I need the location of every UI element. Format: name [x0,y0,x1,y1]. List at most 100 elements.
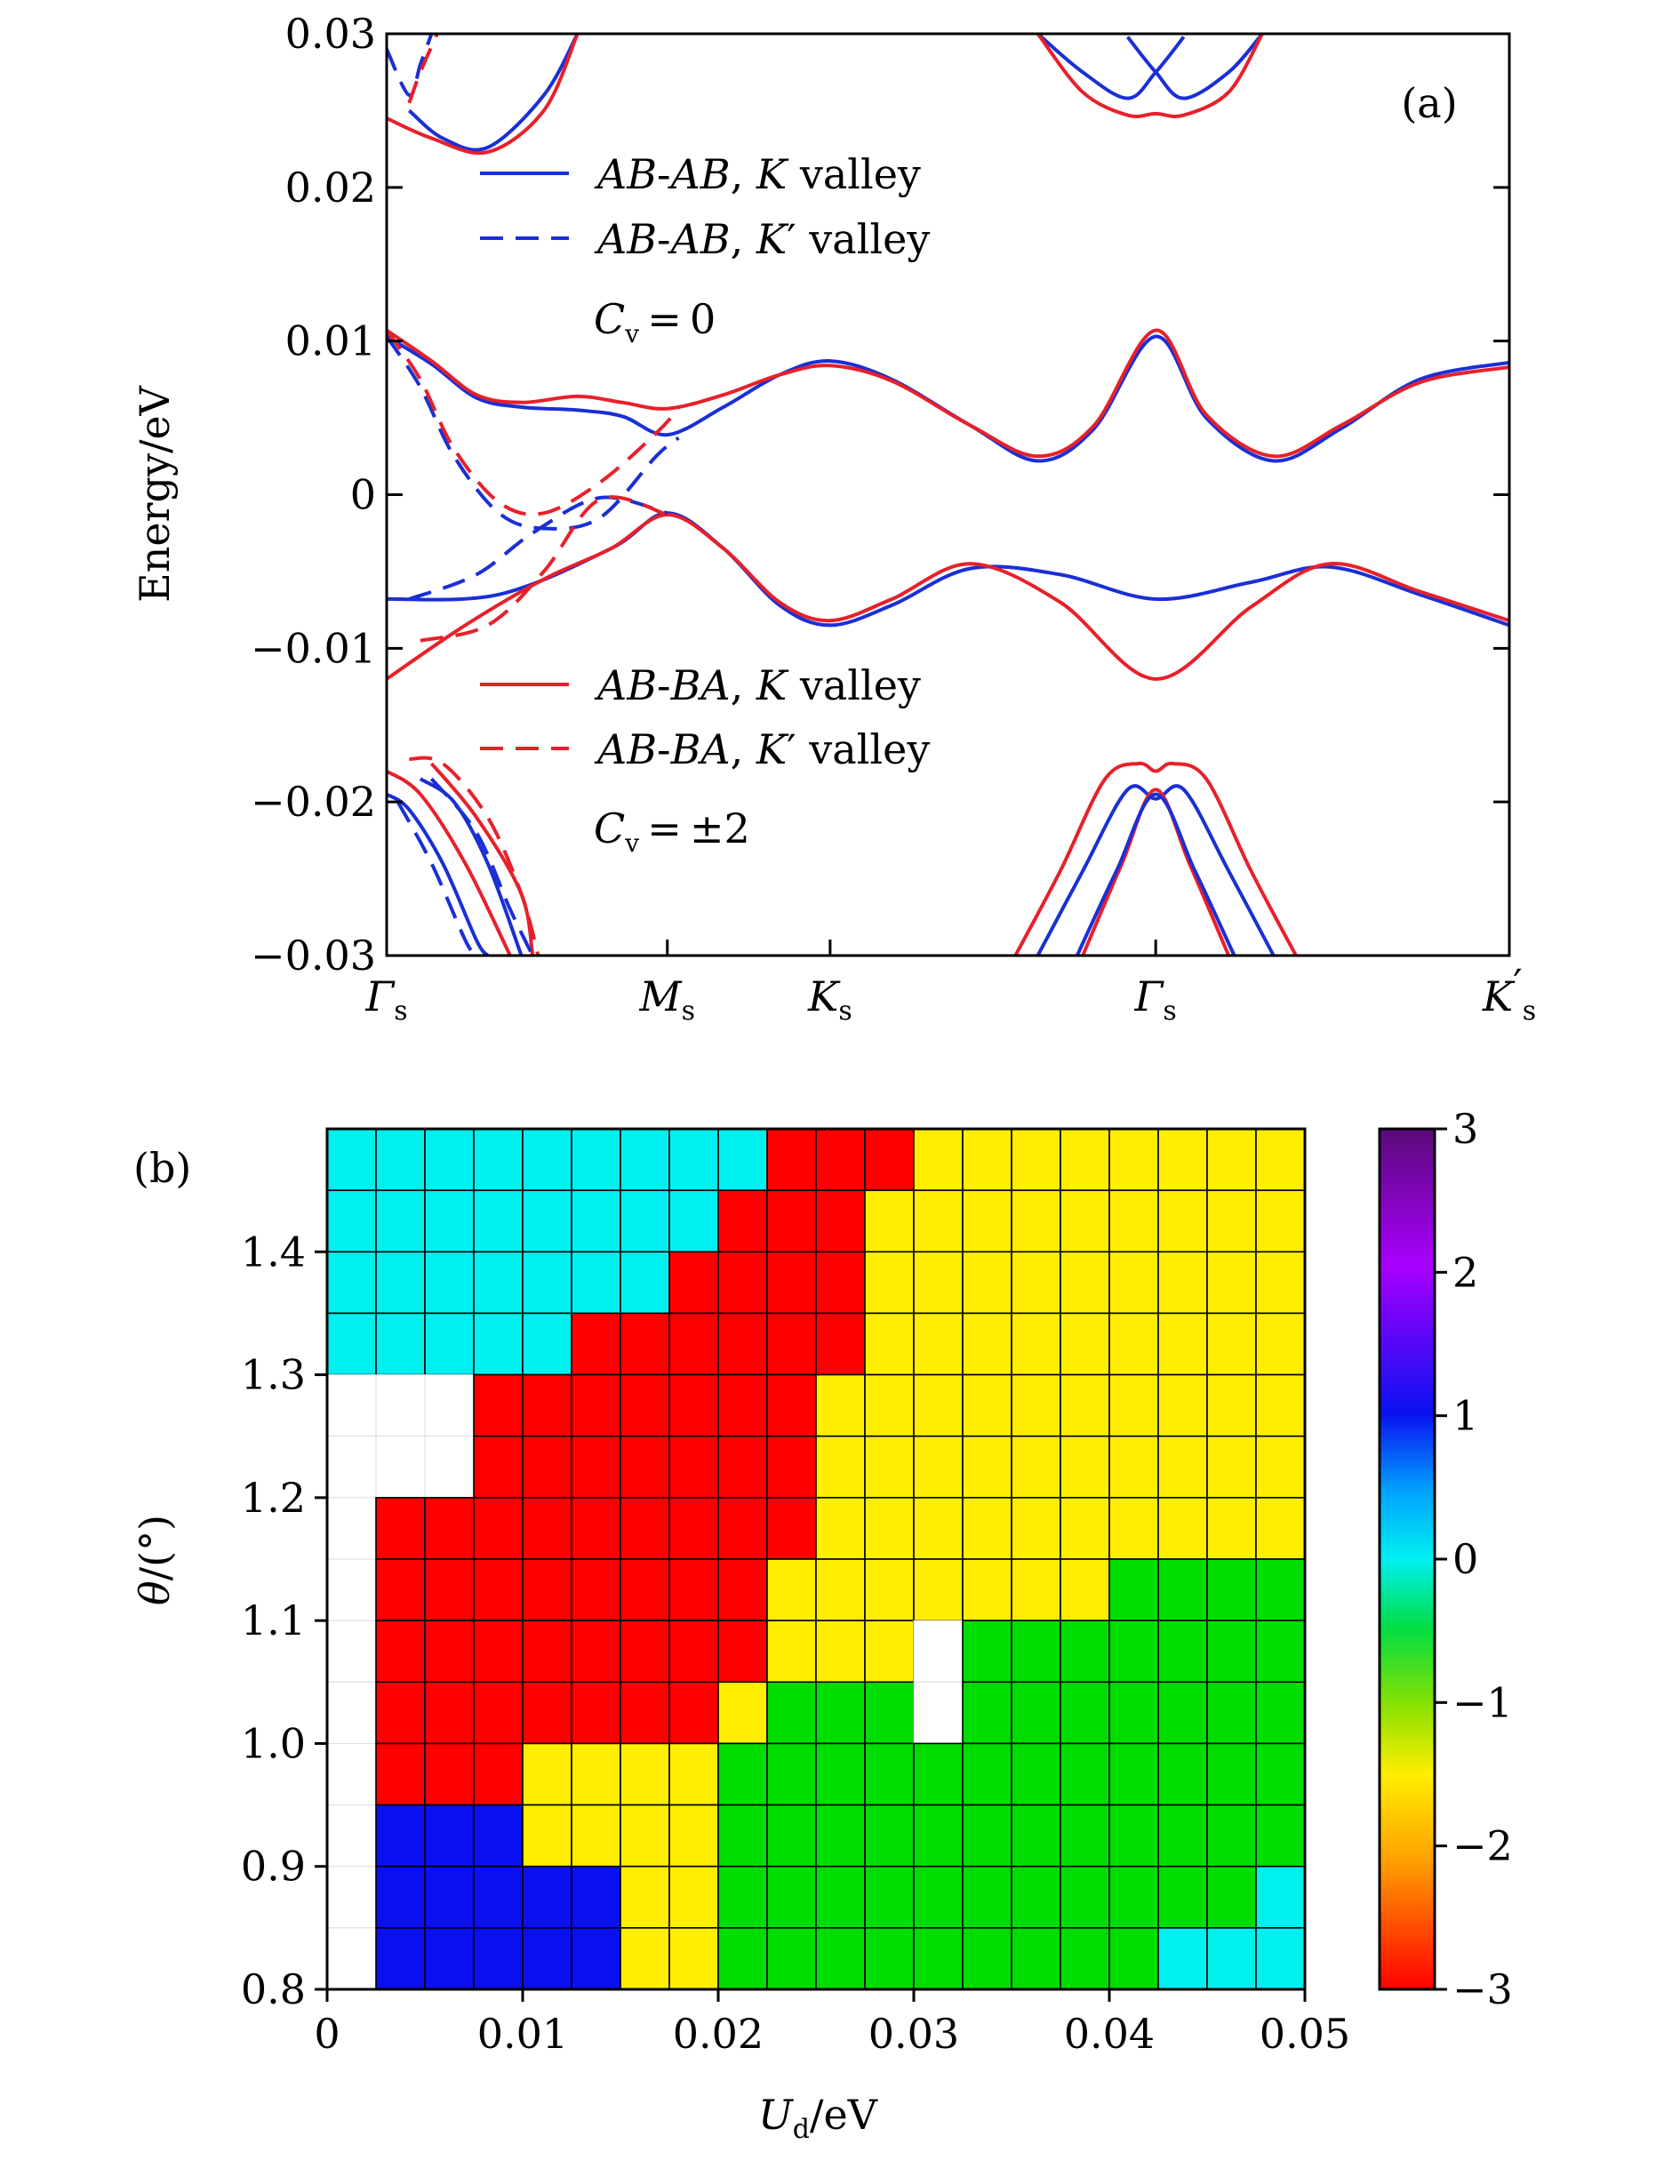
heatmap-cell [1157,1497,1208,1560]
heatmap-cell [326,1374,377,1437]
heatmap-cell [326,1436,377,1499]
heatmap-cell [1011,1927,1061,1990]
y-axis-title-b: θ/(°) [131,1515,179,1605]
band-line-11 [407,34,439,104]
band-line-4 [387,335,680,531]
heatmap-cell [1157,1927,1208,1990]
heatmap-cell [424,1742,475,1806]
heatmap-cell [766,1189,817,1253]
band-line-6 [408,495,668,601]
legend-label-abba-kprime: AB-BA, K′ valley [594,725,930,773]
heatmap-cell [1255,1435,1306,1499]
heatmap-cell [1255,1558,1306,1621]
heatmap-cell [717,1620,768,1684]
heatmap-cell [522,1312,572,1376]
heatmap-cell [864,1373,915,1437]
heatmap-cell [522,1804,572,1868]
heatmap-cell [375,1681,426,1745]
heatmap-cell [1060,1189,1110,1253]
heatmap-cell [522,1189,572,1253]
heatmap-cell [962,1865,1012,1929]
heatmap-cell [1206,1189,1257,1253]
heatmap-cell [1011,1558,1061,1621]
y-tick-label-a: −0.03 [251,932,376,980]
heatmap-cell [424,1865,475,1929]
y-tick-label-b: 1.2 [241,1474,306,1522]
heatmap-cell [473,1373,524,1437]
heatmap-cell [864,1251,915,1315]
x-tick-label-b: 0.04 [1064,2010,1155,2058]
heatmap-cell [766,1558,817,1621]
heatmap-cell [815,1189,866,1253]
heatmap-cell [815,1373,866,1437]
heatmap-cell [1060,1865,1110,1929]
heatmap-cell [1060,1373,1110,1437]
heatmap-cell [473,1251,524,1315]
heatmap-cell [375,1804,426,1868]
heatmap-cell [766,1804,817,1868]
legend-top: AB-AB, K valley AB-AB, K′ valley Cv = 0 [480,150,930,348]
heatmap-cell [717,1804,768,1868]
heatmap-cell [913,1927,964,1990]
heatmap-cell [1011,1373,1061,1437]
heatmap-cell [424,1189,475,1253]
chern-annotation-bottom: Cv = ±2 [594,804,750,858]
heatmap-cell [375,1620,426,1684]
heatmap-cell [326,1681,377,1744]
heatmap-cell [668,1312,719,1376]
heatmap-cell [766,1681,817,1745]
heatmap-cell [815,1681,866,1745]
heatmap-cell [522,1497,572,1560]
heatmap-cell [1206,1681,1257,1745]
heatmap-cell [424,1374,475,1437]
heatmap-cell [424,1251,475,1315]
heatmap-cell [766,1128,817,1191]
heatmap-cell [571,1927,621,1990]
band-line-7 [420,495,668,643]
heatmap-cell [424,1128,475,1191]
heatmap-cell [1206,1435,1257,1499]
y-tick-label-a: 0.01 [285,317,376,365]
heatmap-cell [1060,1804,1110,1868]
heatmap-cell [1011,1497,1061,1560]
heatmap-cell [1108,1620,1159,1684]
heatmap-cell [766,1373,817,1437]
heatmap-cell [375,1128,426,1191]
heatmap-cell [620,1312,670,1376]
heatmap-cell [522,1681,572,1745]
heatmap-cell [1255,1742,1306,1806]
heatmap-cell [620,1927,670,1990]
heatmap-cell [1108,1373,1159,1437]
heatmap-cell [913,1189,964,1253]
heatmap-cell [962,1681,1012,1745]
heatmap-cell [1011,1312,1061,1376]
heatmap-cell [1206,1251,1257,1315]
heatmap-cell [766,1497,817,1560]
heatmap-cell [522,1558,572,1621]
heatmap-cell [571,1189,621,1253]
heatmap-cell [962,1804,1012,1868]
heatmap-cell [571,1251,621,1315]
heatmap-cell [522,1435,572,1499]
heatmap-cell [1255,1189,1306,1253]
heatmap-cell [375,1497,426,1560]
y-tick-label-b: 1.0 [241,1719,306,1767]
colorbar-gradient [1378,1127,1436,1991]
heatmap-cell [1108,1742,1159,1806]
heatmap-cell [815,1497,866,1560]
y-tick-label-b: 0.9 [241,1843,306,1891]
x-tick-label-b: 0.05 [1260,2010,1350,2058]
heatmap-cell [1157,1742,1208,1806]
heatmap-cell [375,1251,426,1315]
band-line-13 [1126,34,1264,100]
heatmap-cell [473,1435,524,1499]
heatmap-cell [1108,1681,1159,1745]
heatmap-cell [620,1435,670,1499]
phase-diagram-panel: 0 0.01 0.02 0.03 0.04 0.05 0.8 0.9 1.0 1.1 1.2 1.3… [131,1105,1513,2145]
heatmap-cell [1011,1681,1061,1745]
heatmap-cell [962,1497,1012,1560]
colorbar-tick-label: 2 [1452,1248,1478,1296]
heatmap-cell [815,1312,866,1376]
heatmap-cell [1060,1927,1110,1990]
heatmap-cell [668,1435,719,1499]
